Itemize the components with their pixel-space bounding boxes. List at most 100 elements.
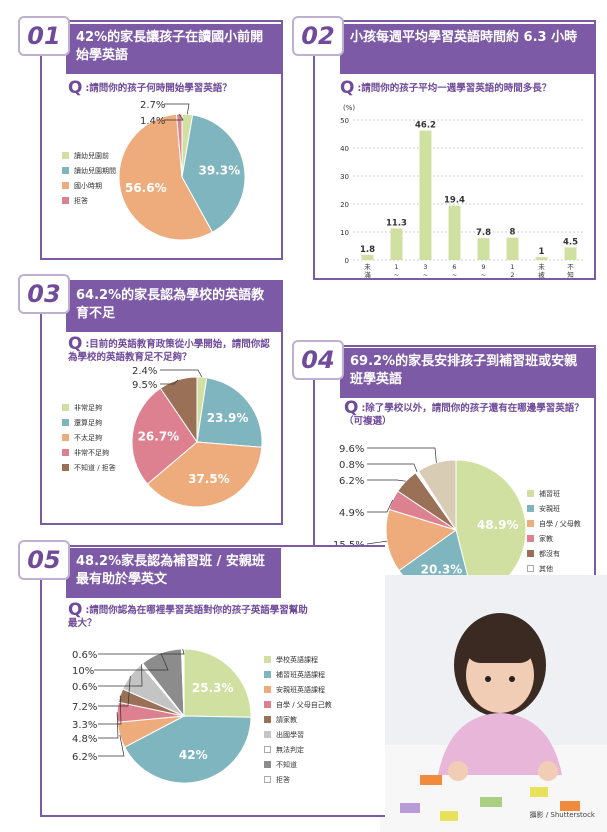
pie-label-1: 23.9% [207, 411, 249, 425]
panel-05-question: Q:請問你認為在哪裡學習英語對你的孩子英語學習幫助最大？ [68, 600, 308, 630]
panel-01-question: Q:請問你的孩子何時開始學習英語？ [68, 78, 232, 98]
legend-item: 讀幼兒園期間 [62, 163, 116, 178]
x-tick-label: ~ [423, 271, 428, 278]
panel-05-number: 05 [18, 540, 70, 580]
y-tick-label: 40 [340, 145, 349, 153]
pie-label-3: 1.4% [140, 116, 165, 127]
bar [506, 237, 519, 260]
x-tick-label: 9 [481, 263, 485, 271]
legend-item: 出國學習 [264, 727, 332, 742]
bar [564, 247, 577, 260]
pie-label-5: 7.2% [72, 702, 97, 713]
bar-chart-02: (%)010203040501.8未滿1小時11.31~3小時46.23~6小時… [340, 104, 585, 278]
pie-leader-3 [98, 712, 119, 739]
legend-item: 請家教 [264, 712, 332, 727]
legend-label: 不太足夠 [74, 433, 102, 442]
y-tick-label: 50 [340, 117, 349, 125]
x-tick-label: 2 [510, 271, 514, 278]
pie-slice-1 [196, 377, 263, 448]
y-tick-label: 0 [345, 257, 349, 265]
bar-value-label: 8 [510, 228, 516, 238]
legend-item: 不知道 / 拒答 [62, 460, 116, 475]
legend-item: 自學 / 父母自己教 [264, 697, 332, 712]
pie-slice-1 [181, 114, 246, 233]
y-axis-label: (%) [343, 104, 355, 112]
legend-item: 不知道 [264, 757, 332, 772]
pie-slice-0 [183, 648, 252, 718]
y-tick-label: 20 [340, 201, 349, 209]
pie-slice-4 [159, 376, 198, 444]
x-tick-label: 未 [538, 262, 545, 271]
legend-label: 學校英語課程 [276, 655, 318, 664]
bar-value-label: 1.8 [360, 245, 375, 255]
legend-label: 安親班英語課程 [276, 685, 325, 694]
legend-swatch [527, 520, 534, 527]
pie-label-1: 42% [179, 748, 208, 762]
legend-label: 自學 / 父母自己教 [276, 700, 332, 709]
legend-swatch [527, 565, 534, 572]
panel-02-number: 02 [292, 16, 344, 56]
pie-label-2: 37.5% [188, 472, 230, 486]
legend-label: 安親班 [539, 504, 560, 513]
child-illustration [380, 575, 607, 832]
pie-leader-3 [367, 499, 394, 513]
legend-swatch [62, 419, 69, 426]
legend-label: 請家教 [276, 715, 297, 724]
pie-leader-0 [160, 369, 203, 378]
x-tick-label: 知 [567, 270, 574, 278]
panel-01-number: 01 [18, 16, 70, 56]
legend-swatch [62, 197, 69, 204]
panel-03-title: 64.2%的家長認為學校的英語教育不足 [66, 282, 281, 332]
legend-item: 讀幼兒園前 [62, 148, 116, 163]
legend-swatch [264, 686, 271, 693]
legend-label: 國小時期 [74, 181, 102, 190]
photo-credit: 攝影 / Shutterstock [529, 811, 595, 819]
legend-label: 還算足夠 [74, 418, 102, 427]
bar-value-label: 4.5 [563, 237, 578, 247]
legend-label: 非常不足夠 [74, 448, 109, 457]
bar-value-label: 11.3 [386, 218, 407, 228]
legend-label: 讀幼兒園前 [74, 151, 109, 160]
legend-swatch [264, 746, 271, 753]
legend-swatch [264, 656, 271, 663]
legend-swatch [264, 731, 271, 738]
panel-04-number: 04 [292, 340, 344, 380]
pie-leader-4 [98, 695, 122, 725]
pie-label-0: 25.3% [192, 681, 234, 695]
legend-swatch [264, 716, 271, 723]
legend-label: 不知道 [276, 760, 297, 769]
legend-label: 補習班 [539, 489, 560, 498]
pie-leader-4 [160, 379, 179, 385]
pie-leader-2 [366, 540, 387, 545]
y-tick-label: 10 [340, 229, 349, 237]
legend-swatch [62, 404, 69, 411]
pie-chart-03: 2.4% 23.9% 37.5% 26.7% 9.5% [131, 366, 263, 508]
panel-02-question: Q:請問你的孩子平均一週學習英語的時間多長？ [340, 78, 552, 98]
panel-04-question: Q:除了學校以外，請問你的孩子還有在哪邊學習英語？（可複選） [344, 398, 584, 428]
pie-leader-5 [367, 463, 418, 473]
bar [390, 228, 403, 260]
legend-label: 補習班英語課程 [276, 670, 325, 679]
x-tick-label: 1 [394, 263, 398, 271]
legend-label: 讀幼兒園期間 [74, 166, 116, 175]
legend-item: 拒答 [264, 772, 332, 787]
pie-leader-3 [164, 113, 184, 121]
pie-slice-2 [118, 113, 214, 241]
legend-item: 補習班 [527, 486, 581, 501]
legend-swatch [527, 505, 534, 512]
pie-slice-3 [175, 113, 183, 178]
pie-label-3: 26.7% [138, 430, 180, 444]
pie-chart-05: 25.3% 42% 6.2% 4.8% 3.3% 7.2% 0.6% 10% 0.6% [72, 648, 252, 784]
pie-label-4: 6.2% [339, 476, 364, 487]
pie-leader-8 [98, 648, 185, 655]
legend-03: 非常足夠 還算足夠 不太足夠 非常不足夠 不知道 / 拒答 [62, 400, 116, 475]
legend-label: 都沒有 [539, 549, 560, 558]
y-tick-label: 30 [340, 173, 349, 181]
legend-swatch [527, 490, 534, 497]
pie-leader-0 [164, 103, 190, 115]
pie-label-8: 0.6% [72, 650, 97, 661]
x-tick-label: 不 [567, 263, 574, 271]
pie-label-3: 4.9% [339, 508, 364, 519]
pie-label-7: 10% [72, 666, 94, 677]
bar-value-label: 1 [539, 247, 545, 257]
